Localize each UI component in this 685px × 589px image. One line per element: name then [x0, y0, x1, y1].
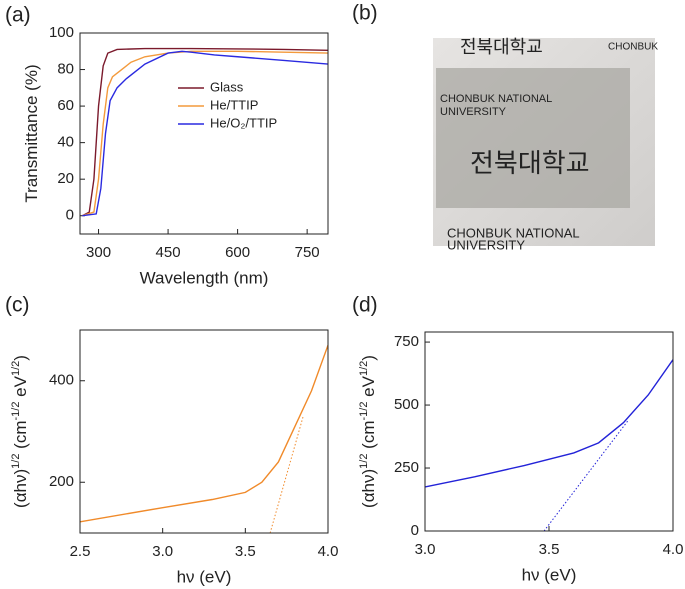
photo-panel: (b) 전북대학교 CHONBUK CHONBUK NATIONAL UNIVE… [352, 2, 658, 253]
y-tick-label: 250 [394, 459, 419, 476]
x-tick-label: 3.5 [539, 541, 560, 558]
panel-label: (c) [5, 294, 30, 317]
x-tick-label: 2.5 [70, 543, 91, 560]
photo-text: UNIVERSITY [447, 237, 525, 252]
y-tick-label: 750 [394, 333, 419, 350]
x-tick-label: 3.0 [415, 541, 436, 558]
y-tick-label: 0 [66, 207, 74, 224]
x-tick-label: 3.5 [235, 543, 256, 560]
y-tick-label: 200 [49, 473, 74, 490]
legend-label: He/O₂/TTIP [210, 115, 277, 130]
y-tick-label: 500 [394, 396, 419, 413]
data-line [543, 419, 629, 531]
x-axis-label: hν (eV) [522, 565, 577, 584]
data-line [269, 416, 304, 533]
y-axis-label-part: ) [359, 355, 378, 361]
legend-label: He/TTIP [210, 97, 258, 112]
photo-text: CHONBUK NATIONAL [447, 225, 580, 240]
y-tick-label: 60 [57, 97, 74, 114]
y-axis-label-part: -1/2 [358, 402, 370, 421]
x-tick-label: 3.0 [152, 543, 173, 560]
x-tick-label: 4.0 [663, 541, 684, 558]
y-axis-label-part: (cm [11, 421, 30, 454]
plot-frame [79, 32, 329, 235]
x-tick-label: 450 [156, 244, 181, 261]
panel-label: (b) [352, 2, 378, 25]
photo-text: CHONBUK NATIONAL [440, 93, 552, 105]
x-tick-label: 750 [295, 244, 320, 261]
y-axis-label-part: 1/2 [358, 361, 370, 376]
plot-frame [424, 331, 674, 532]
y-axis-label: (αhν)1/2 (cm-1/2 eV1/2) [358, 355, 379, 508]
panel-label: (d) [352, 294, 378, 317]
y-tick-label: 400 [49, 372, 74, 389]
y-axis-label-part: 1/2 [358, 454, 370, 469]
photo-text: 전북대학교 [470, 148, 590, 178]
x-axis-label: hν (eV) [177, 567, 232, 586]
y-axis-label-part: eV [11, 375, 30, 401]
y-tick-label: 80 [57, 61, 74, 78]
y-tick-label: 0 [411, 522, 419, 539]
data-line [80, 344, 328, 523]
x-tick-label: 300 [86, 244, 111, 261]
data-line [82, 50, 328, 217]
y-tick-label: 100 [49, 24, 74, 41]
glass-slide [436, 68, 630, 208]
x-tick-label: 4.0 [318, 543, 339, 560]
y-axis-label-part: (αhν) [11, 469, 30, 508]
y-axis-label: Transmittance (%) [22, 64, 41, 202]
y-tick-label: 20 [57, 170, 74, 187]
y-axis-label-part: (cm [359, 421, 378, 454]
y-axis-label-part: -1/2 [10, 402, 22, 421]
y-axis-label-part: eV [359, 375, 378, 401]
y-axis-label-part: (αhν) [359, 469, 378, 508]
panel-label: (a) [5, 4, 31, 27]
photo-text: CHONBUK [608, 42, 658, 53]
y-axis-label-part: Transmittance (%) [22, 64, 41, 202]
y-axis-label-part: 1/2 [10, 454, 22, 469]
photo-text: 전북대학교 [460, 37, 543, 57]
plot-frame [79, 329, 329, 534]
x-axis-label: Wavelength (nm) [140, 268, 269, 287]
y-tick-label: 40 [57, 134, 74, 151]
photo-text: UNIVERSITY [440, 106, 507, 118]
y-axis-label-part: 1/2 [10, 361, 22, 376]
y-axis-label: (αhν)1/2 (cm-1/2 eV1/2) [10, 355, 31, 508]
data-line [81, 47, 328, 217]
legend-label: Glass [210, 79, 244, 94]
y-axis-label-part: ) [11, 355, 30, 361]
data-line [425, 359, 673, 488]
chart-panel: (a) 300 450 600 750 0 20 40 60 80 100 Wavelength (n… [5, 4, 329, 287]
data-line [82, 50, 328, 217]
x-tick-label: 600 [225, 244, 250, 261]
